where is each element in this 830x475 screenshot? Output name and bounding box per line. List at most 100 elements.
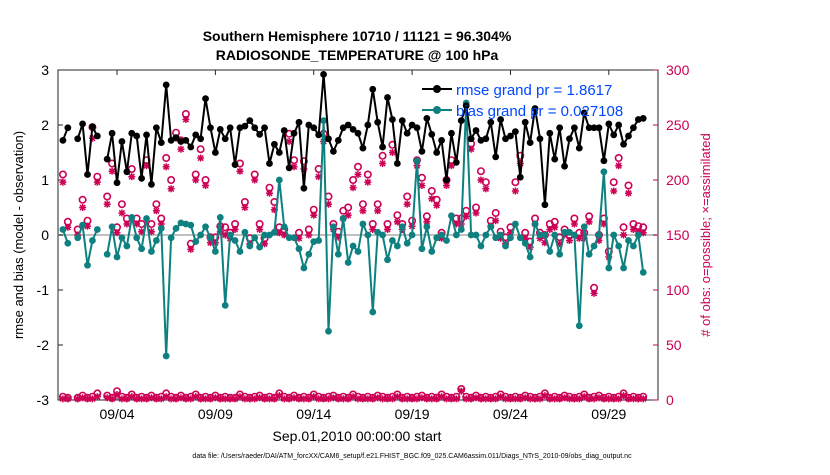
- footer-data-file: data file: /Users/raeder/DAI/ATM_forcXX/…: [192, 453, 632, 460]
- rmse-point: [187, 143, 195, 151]
- rmse-point: [413, 124, 421, 132]
- obs-possible-marker: [344, 203, 353, 212]
- bias-point: [84, 261, 91, 269]
- bias-point: [418, 245, 426, 253]
- rmse-point: [393, 160, 401, 167]
- bias-point: [443, 237, 450, 244]
- bias-point: [379, 231, 386, 239]
- bias-point: [251, 234, 259, 242]
- bias-point: [157, 225, 165, 232]
- rmse-point: [118, 138, 126, 145]
- obs-assimilated-marker: [64, 395, 72, 403]
- obs-assimilated-marker: [457, 387, 465, 395]
- bias-point: [575, 322, 583, 330]
- bias-point: [93, 226, 101, 233]
- obs-possible-marker: [511, 178, 520, 187]
- bias-point: [197, 231, 205, 239]
- rmse-point: [418, 148, 426, 155]
- bias-point: [408, 231, 416, 239]
- rmse-point: [315, 131, 323, 139]
- y-right-tick-label: 200: [666, 172, 690, 188]
- obs-assimilated-marker: [433, 201, 441, 209]
- bias-point: [497, 231, 505, 239]
- bias-point: [526, 253, 534, 261]
- obs-assimilated-marker: [123, 220, 131, 228]
- rmse-point: [280, 127, 288, 134]
- rmse-point: [270, 140, 278, 148]
- bias-point: [113, 253, 121, 261]
- obs-possible-marker: [624, 181, 633, 190]
- obs-assimilated-marker: [536, 395, 544, 403]
- rmse-point: [561, 162, 568, 170]
- rmse-point: [497, 116, 505, 123]
- rmse-point: [275, 149, 283, 156]
- legend-bias-label: bias grand pr = 0.027108: [456, 103, 623, 120]
- obs-assimilated-marker: [251, 176, 259, 184]
- obs-assimilated-marker: [79, 204, 87, 211]
- obs-assimilated-marker: [270, 395, 278, 403]
- rmse-point: [605, 120, 613, 128]
- obs-assimilated-marker: [108, 395, 116, 403]
- obs-assimilated-marker: [231, 226, 239, 233]
- bias-point: [595, 231, 603, 239]
- rmse-point: [202, 95, 209, 102]
- obs-assimilated-marker: [531, 395, 539, 403]
- bias-point: [413, 157, 421, 165]
- obs-assimilated-marker: [379, 160, 387, 167]
- bias-point: [192, 238, 200, 246]
- rmse-point: [487, 118, 495, 126]
- bias-point: [207, 234, 214, 242]
- rmse-point: [369, 85, 377, 93]
- bias-point: [354, 248, 362, 255]
- obs-assimilated-marker: [177, 145, 185, 153]
- obs-possible-marker: [167, 176, 176, 185]
- obs-assimilated-marker: [585, 218, 593, 226]
- bias-series: [59, 99, 647, 360]
- rmse-point: [310, 124, 318, 132]
- obs-assimilated-marker: [162, 163, 170, 171]
- rmse-point: [143, 131, 150, 139]
- bias-point: [118, 234, 126, 242]
- rmse-point: [585, 124, 593, 132]
- rmse-point: [467, 135, 475, 143]
- bias-point: [108, 223, 116, 231]
- bias-point: [344, 259, 352, 266]
- bias-point: [630, 242, 637, 250]
- obs-assimilated-marker: [197, 154, 205, 162]
- rmse-point: [359, 144, 367, 152]
- rmse-point: [398, 117, 406, 124]
- rmse-point: [344, 121, 352, 129]
- rmse-point: [428, 130, 436, 138]
- bias-point: [167, 234, 175, 242]
- obs-assimilated-marker: [615, 395, 623, 403]
- bias-point: [438, 231, 446, 239]
- bias-point: [64, 239, 72, 247]
- rmse-point: [246, 117, 254, 124]
- bias-point: [152, 237, 160, 244]
- rmse-point: [108, 129, 116, 137]
- obs-assimilated-marker: [462, 212, 470, 220]
- obs-assimilated-marker: [261, 395, 269, 403]
- rmse-point: [320, 71, 327, 78]
- x-tick-label: 09/14: [296, 406, 331, 422]
- y-axis-label: rmse and bias (model - observation): [11, 131, 26, 339]
- rmse-point: [74, 135, 82, 143]
- obs-assimilated-marker: [128, 173, 136, 181]
- rmse-point: [89, 123, 96, 131]
- rmse-point: [354, 129, 362, 137]
- bias-point: [546, 248, 554, 255]
- bias-point: [290, 234, 298, 242]
- obs-possible-marker: [299, 157, 308, 166]
- chart-title-line2: RADIOSONDE_TEMPERATURE @ 100 hPa: [216, 47, 499, 63]
- bias-point: [320, 117, 327, 124]
- y-right-tick-label: 300: [666, 62, 690, 78]
- bias-point: [452, 231, 460, 239]
- bias-point: [162, 352, 170, 360]
- rmse-point: [600, 157, 608, 165]
- rmse-point: [266, 160, 273, 167]
- rmse-point: [241, 122, 249, 130]
- rmse-point: [133, 132, 141, 140]
- obs-assimilated-marker: [452, 395, 460, 403]
- bias-point: [236, 248, 244, 255]
- obs-assimilated-marker: [187, 245, 195, 253]
